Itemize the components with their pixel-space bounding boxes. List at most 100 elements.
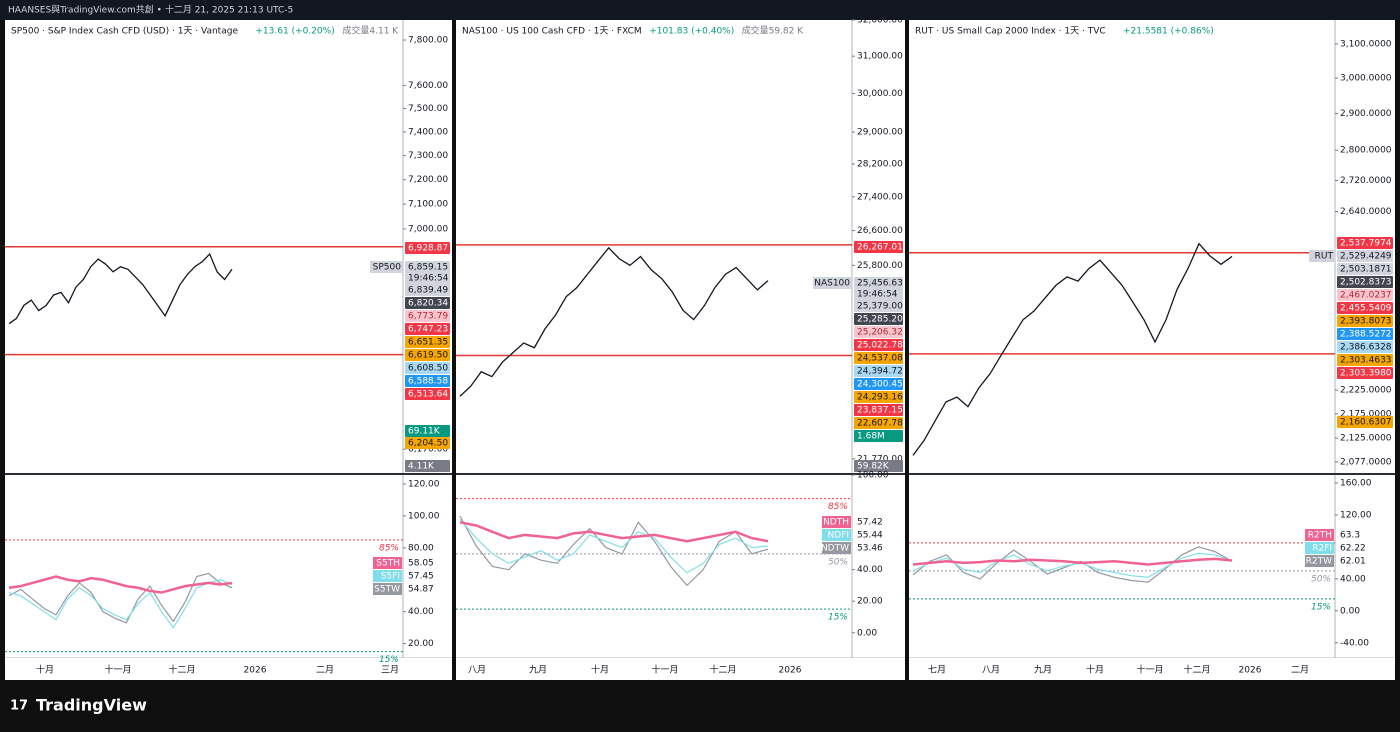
osc-line <box>459 518 769 574</box>
symbol-header: NAS100 · US 100 Cash CFD · 1天 · FXCM <box>462 27 642 37</box>
price-label: 24,300.45 <box>857 380 903 390</box>
osc-name-bg <box>1305 542 1334 554</box>
price-label-bg <box>854 352 903 364</box>
osc-level-label: 50% <box>1311 574 1331 584</box>
osc-tick-label: 80.00 <box>408 543 434 553</box>
month-label: 八月 <box>982 665 1000 676</box>
osc-name: S5FI <box>381 572 400 582</box>
osc-level-label: 85% <box>828 502 848 512</box>
symbol-header: RUT · US Small Cap 2000 Index · 1天 · TVC <box>915 27 1106 37</box>
price-label: 6,608.50 <box>408 364 448 374</box>
osc-name-bg <box>1305 529 1334 541</box>
price-label-bg <box>1337 367 1393 379</box>
price-label-bg <box>854 417 903 429</box>
price-label: 2,388.5272 <box>1340 330 1392 340</box>
price-label-bg <box>405 242 450 254</box>
price-label: 6,588.58 <box>408 377 448 387</box>
y-tick-label: 7,600.00 <box>408 81 448 91</box>
price-label-bg <box>405 388 450 400</box>
osc-level-label: 15% <box>1311 602 1331 612</box>
volume-text: 成交量4.11 K <box>342 25 399 37</box>
price-label: 69.11K <box>408 427 441 437</box>
price-label-bg <box>405 336 450 348</box>
change-text: +13.61 (+0.20%) <box>255 27 334 37</box>
price-label-bg <box>854 391 903 403</box>
osc-tick-label: 120.00 <box>1340 510 1372 520</box>
price-label-bg <box>854 430 903 442</box>
price-label-bg <box>1337 263 1393 275</box>
price-label: 25,456.63 <box>857 279 903 289</box>
price-label-bg <box>405 460 450 472</box>
osc-line <box>459 521 769 543</box>
y-tick-label: 3,000.0000 <box>1340 74 1392 84</box>
price-label: 4.11K <box>408 462 435 472</box>
osc-line <box>912 557 1233 566</box>
symbol-header: SP500 · S&P Index Cash CFD (USD) · 1天 · … <box>11 27 238 37</box>
y-tick-label: 2,125.0000 <box>1340 434 1392 444</box>
price-label: 1.68M <box>857 432 885 442</box>
month-label: 2026 <box>779 666 802 676</box>
price-label: 2,502.8373 <box>1340 278 1392 288</box>
month-label: 十月 <box>591 664 609 676</box>
y-tick-label: 2,900.0000 <box>1340 109 1392 119</box>
price-label: 23,837.15 <box>857 406 903 416</box>
osc-name-bg <box>373 583 402 595</box>
price-label: 2,455.5409 <box>1340 304 1392 314</box>
osc-line <box>8 579 233 629</box>
price-label: 25,206.32 <box>857 328 903 338</box>
price-label-bg <box>405 297 450 309</box>
y-tick-label: 2,175.0000 <box>1340 409 1392 419</box>
price-label: 6,619.50 <box>408 351 448 361</box>
price-label: 2,303.3980 <box>1340 369 1392 379</box>
price-label-bg <box>405 310 450 322</box>
price-label-bg <box>1337 250 1393 262</box>
price-label: 6,820.34 <box>408 299 448 309</box>
osc-value: 58.05 <box>408 559 434 569</box>
y-tick-label: 3,100.0000 <box>1340 39 1392 49</box>
y-tick-label: 7,500.00 <box>408 104 448 114</box>
price-label-bg <box>1337 237 1393 249</box>
y-tick-label: 2,720.0000 <box>1340 176 1392 186</box>
symbol-tag: NAS100 <box>814 279 850 289</box>
price-label-bg <box>854 241 903 253</box>
price-label-bg <box>854 378 903 390</box>
osc-name: S5TH <box>376 559 400 569</box>
month-label: 十二月 <box>1183 664 1210 676</box>
top-bar-text: HAANSES與TradingView.com共創 • 十二月 21, 2025… <box>8 4 293 16</box>
y-tick-label: 28,200.00 <box>857 160 903 170</box>
osc-value: 63.3 <box>1340 531 1360 541</box>
price-label: 2,303.4633 <box>1340 356 1392 366</box>
month-label: 二月 <box>1291 665 1309 676</box>
osc-value: 57.45 <box>408 572 434 582</box>
y-tick-label: 27,400.00 <box>857 192 903 202</box>
y-tick-label: 7,300.00 <box>408 151 448 161</box>
price-label-bg <box>854 404 903 416</box>
osc-tick-label: 120.00 <box>408 479 440 489</box>
osc-value: 53.46 <box>857 544 883 554</box>
price-label-bg <box>854 365 903 377</box>
price-line <box>8 252 233 325</box>
price-label: 19:46:54 <box>408 274 449 284</box>
osc-level-label: 50% <box>828 557 848 567</box>
price-label: 2,467.0237 <box>1340 291 1392 301</box>
osc-name: R2FI <box>1312 544 1332 554</box>
price-label: 2,386.6328 <box>1340 343 1392 353</box>
month-label: 十二月 <box>168 664 195 676</box>
price-label-bg <box>854 326 903 338</box>
price-line <box>459 246 769 397</box>
month-label: 十一月 <box>1136 664 1163 676</box>
price-label: 25,379.00 <box>857 302 903 312</box>
price-label: 19:46:54 <box>857 290 898 300</box>
month-label: 九月 <box>529 665 547 676</box>
price-label: 6,928.87 <box>408 244 448 254</box>
symbol-tag: SP500 <box>373 263 402 273</box>
price-label: 6,859.15 <box>408 263 448 273</box>
month-label: 二月 <box>316 665 334 676</box>
osc-tick-label: 20.00 <box>857 597 883 607</box>
month-label: 七月 <box>928 665 946 676</box>
price-label-bg <box>405 284 450 296</box>
time-axis-bg <box>5 658 452 680</box>
price-label: 6,747.23 <box>408 325 448 335</box>
top-bar <box>0 0 1400 20</box>
price-label-bg <box>1337 341 1393 353</box>
